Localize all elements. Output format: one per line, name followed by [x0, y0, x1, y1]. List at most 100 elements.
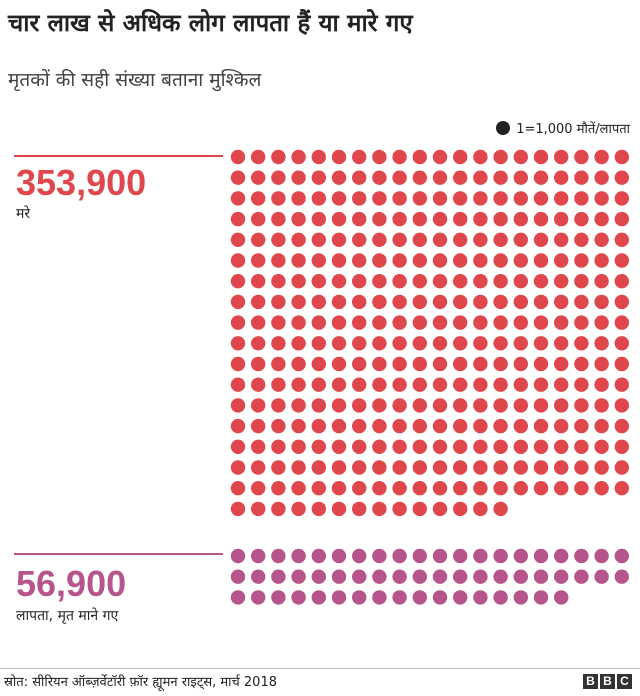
- killed-dot: [251, 481, 266, 496]
- killed-dot: [614, 170, 629, 185]
- killed-dot: [533, 481, 549, 496]
- killed-dot: [412, 253, 427, 268]
- killed-dot: [230, 232, 246, 247]
- missing-dot: [432, 590, 448, 605]
- missing-dot: [331, 569, 347, 584]
- missing-dot: [594, 548, 609, 564]
- killed-dot: [392, 398, 407, 413]
- killed-dot: [412, 191, 427, 206]
- killed-dot: [574, 336, 589, 351]
- killed-dot: [331, 356, 347, 372]
- missing-dot: [554, 548, 569, 564]
- killed-dot: [230, 294, 246, 310]
- missing-dot: [372, 569, 387, 584]
- killed-dot: [271, 398, 286, 413]
- killed-dot: [230, 460, 246, 475]
- killed-dot: [473, 377, 488, 392]
- killed-dot: [372, 481, 387, 496]
- killed-dot: [271, 356, 286, 372]
- killed-dot: [493, 377, 508, 392]
- killed-dot: [513, 211, 528, 227]
- killed-dot: [372, 232, 387, 247]
- killed-dot: [392, 274, 407, 289]
- killed-dot: [251, 336, 266, 351]
- killed-dot: [432, 336, 448, 351]
- killed-dot: [412, 501, 427, 517]
- killed-dot: [372, 356, 387, 372]
- killed-dot: [352, 274, 367, 289]
- killed-dot: [331, 501, 347, 517]
- missing-dot: [473, 569, 488, 584]
- missing-dot: [554, 569, 569, 584]
- killed-dot: [594, 439, 609, 454]
- killed-dot: [331, 377, 347, 392]
- killed-dot: [392, 294, 407, 310]
- missing-dot: [271, 548, 286, 564]
- killed-dot: [473, 149, 488, 165]
- killed-dot: [352, 294, 367, 310]
- killed-dot: [513, 377, 528, 392]
- killed-dot: [594, 294, 609, 310]
- killed-dot: [392, 170, 407, 185]
- killed-dot: [392, 481, 407, 496]
- killed-dot: [432, 170, 448, 185]
- killed-dot: [453, 253, 468, 268]
- killed-dot: [311, 294, 326, 310]
- missing-dot: [291, 548, 306, 564]
- killed-dot: [574, 274, 589, 289]
- killed-dot: [574, 294, 589, 310]
- killed-dot: [412, 481, 427, 496]
- killed-dot: [271, 315, 286, 330]
- killed-dot: [352, 418, 367, 434]
- killed-dot: [372, 274, 387, 289]
- killed-dot: [271, 253, 286, 268]
- killed-dot: [311, 232, 326, 247]
- killed-dot: [614, 211, 629, 227]
- missing-dot: [432, 569, 448, 584]
- killed-dot: [533, 294, 549, 310]
- killed-dot: [412, 356, 427, 372]
- killed-dot: [614, 232, 629, 247]
- killed-dot: [594, 315, 609, 330]
- killed-dot: [331, 170, 347, 185]
- killed-dot: [594, 149, 609, 165]
- killed-dot: [473, 356, 488, 372]
- killed-dot: [392, 356, 407, 372]
- killed-dot: [493, 336, 508, 351]
- missing-dot: [352, 590, 367, 605]
- killed-dot: [251, 294, 266, 310]
- missing-dot: [574, 548, 589, 564]
- killed-dot: [453, 398, 468, 413]
- killed-dot: [352, 191, 367, 206]
- legend-dot-icon: [496, 121, 511, 135]
- killed-dot: [392, 460, 407, 475]
- killed-dot: [331, 294, 347, 310]
- killed-dot: [554, 398, 569, 413]
- killed-dot: [331, 439, 347, 454]
- killed-dot: [453, 274, 468, 289]
- killed-dot: [432, 232, 448, 247]
- killed-dot: [311, 336, 326, 351]
- killed-dot: [574, 418, 589, 434]
- killed-dot: [352, 253, 367, 268]
- legend: 1=1,000 मौतें/लापता: [496, 119, 630, 137]
- killed-dot: [473, 191, 488, 206]
- killed-dot: [352, 398, 367, 413]
- killed-dot: [554, 149, 569, 165]
- killed-dot: [230, 356, 246, 372]
- killed-dot: [432, 377, 448, 392]
- legend-label: 1=1,000 मौतें/लापता: [516, 122, 630, 137]
- missing-dot: [453, 590, 468, 605]
- killed-dot: [251, 170, 266, 185]
- killed-dot: [493, 315, 508, 330]
- killed-dot: [453, 170, 468, 185]
- missing-dot: [473, 590, 488, 605]
- killed-dot: [271, 377, 286, 392]
- killed-dot: [392, 232, 407, 247]
- killed-dot: [533, 274, 549, 289]
- missing-dot: [453, 548, 468, 564]
- missing-dot: [533, 590, 549, 605]
- missing-dot: [594, 569, 609, 584]
- killed-dot: [271, 274, 286, 289]
- killed-dot: [513, 170, 528, 185]
